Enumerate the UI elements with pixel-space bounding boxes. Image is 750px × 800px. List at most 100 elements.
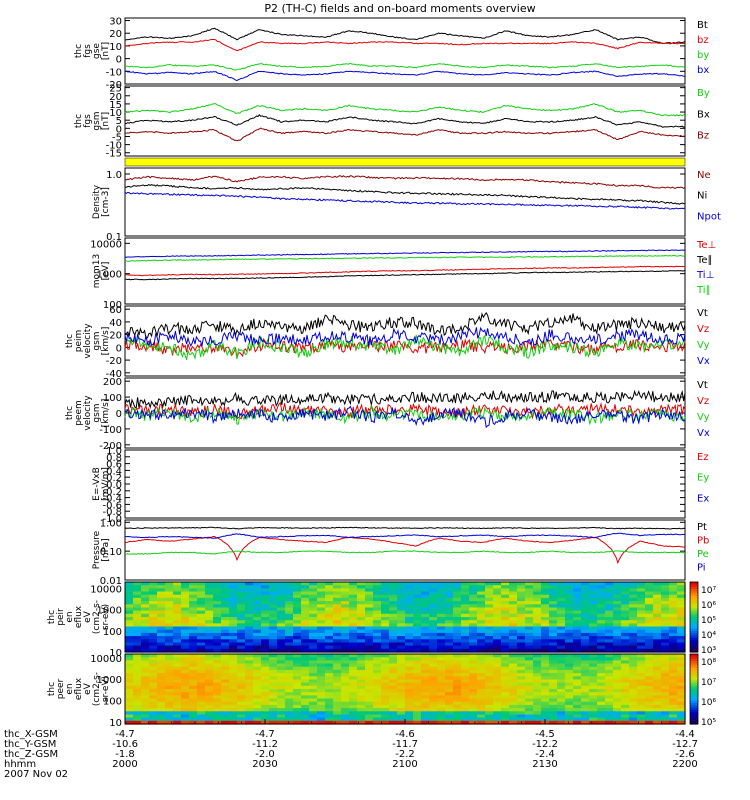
series-bt-line <box>125 28 685 43</box>
colorbar-tick-label: 10⁶ <box>701 601 716 611</box>
y-axis-label: [nT] <box>101 112 111 130</box>
y-tick-label: 20 <box>109 331 122 342</box>
colorbar-tick-label: 10⁷ <box>701 586 716 596</box>
legend-vt: Vt <box>697 308 708 319</box>
y-axis-label: sr-eV) <box>101 676 111 702</box>
legend-npot: Npot <box>697 211 721 222</box>
legend-ey: Ey <box>697 473 709 484</box>
footer-value-hhmm: 2100 <box>392 759 417 770</box>
legend-pb: Pb <box>697 536 709 547</box>
legend-vz: Vz <box>697 396 709 407</box>
y-axis-label: sr-eV) <box>101 604 111 630</box>
y-axis-label: [mV/m] <box>101 467 111 501</box>
y-tick-label: 0 <box>116 55 122 66</box>
y-tick-label: -20 <box>106 356 122 367</box>
y-axis-label: [km/s] <box>101 399 111 428</box>
legend-vx: Vx <box>697 356 710 367</box>
figure-title: P2 (TH-C) fields and on-board moments ov… <box>264 2 535 15</box>
footer-ephemeris: thc_X-GSMthc_Y-GSMthc_Z-GSMhhmm2007 Nov … <box>4 719 698 780</box>
legend-bx: bx <box>697 65 709 76</box>
density-panel: 1.00.1Density [cm-3]NeNiNpot <box>92 168 721 243</box>
series-pt-line <box>125 527 685 529</box>
peim-velocity-panel: 6040200-20-40thc peim velocity gsm [km/s]VtV… <box>65 305 710 380</box>
legend-ni: Ni <box>697 191 707 202</box>
peir-spectrogram-panel: 10000100010010thc peir en eflux eV (cm2-s-sr-… <box>47 582 716 659</box>
peer-spectrogram-panel: 10000100010010thc peer en eflux eV (cm2-s-sr-… <box>47 654 716 729</box>
y-tick-label: -15 <box>106 149 122 160</box>
y-tick-label: 30 <box>109 17 122 28</box>
pressure-panel: 1.000.100.01Pressure [nPa]PtPbPePi <box>92 518 709 587</box>
footer-row-label: 2007 Nov 02 <box>4 769 68 780</box>
colorbar-tick-label: 10⁸ <box>701 658 716 668</box>
legend-ti: Ti⊥ <box>696 270 714 281</box>
series-pi-line <box>125 533 685 538</box>
legend-pe: Pe <box>697 549 709 560</box>
panel-frame <box>125 520 685 580</box>
series-vx-line <box>125 407 685 428</box>
legend-ne: Ne <box>697 170 711 181</box>
y-axis-label: [nPa] <box>101 538 111 561</box>
panel-frame <box>125 86 685 156</box>
colorbar-tick-label: 10⁶ <box>701 698 716 708</box>
y-tick-label: 1.00 <box>100 518 122 529</box>
temperature-panel: 100001000100mom13 [eV]Te⊥Te∥Ti⊥Ti∥ <box>90 238 716 311</box>
legend-vy: Vy <box>697 340 710 351</box>
colorbar-tick-label: 10⁵ <box>701 616 716 626</box>
series-pb-line <box>125 536 685 562</box>
efield-panel: 1.00.80.60.40.20.0-0.2-0.4-0.6-0.8-1.0E=… <box>92 446 709 525</box>
y-axis-label: [nT] <box>101 42 111 60</box>
y-tick-label: 1.0 <box>106 170 122 181</box>
legend-pi: Pi <box>697 563 706 574</box>
y-tick-label: 10 <box>109 718 122 729</box>
footer-value-hhmm: 2030 <box>252 759 277 770</box>
legend-by: by <box>697 50 709 61</box>
legend-vt: Vt <box>697 380 708 391</box>
y-axis-label: [eV] <box>101 262 111 281</box>
legend-ti: Ti∥ <box>696 285 711 296</box>
y-tick-label: 20 <box>109 29 122 40</box>
legend-ez: Ez <box>697 452 709 463</box>
legend-bz: bz <box>697 35 709 46</box>
y-tick-label: 10000 <box>90 654 122 665</box>
series-pe-line <box>125 551 685 555</box>
colorbar-tick-label: 10³ <box>701 646 716 656</box>
legend-vz: Vz <box>697 324 709 335</box>
y-tick-label: 10000 <box>90 584 122 595</box>
spectrogram-cells <box>125 654 686 725</box>
legend-te: Te∥ <box>696 255 713 266</box>
series-by-line <box>125 63 685 70</box>
overview-figure: P2 (TH-C) fields and on-board moments ov… <box>0 0 750 800</box>
fgs-gse-panel: 3020100-10-20thc fgs gse [nT]Btbzbybx <box>74 17 709 91</box>
legend-te: Te⊥ <box>696 240 716 251</box>
y-tick-label: 10 <box>109 42 122 53</box>
footer-value-hhmm: 2200 <box>672 759 697 770</box>
y-axis-label: [km/s] <box>101 327 111 356</box>
legend-ex: Ex <box>697 493 709 504</box>
series-te-line <box>125 270 685 279</box>
spectrogram-cells <box>125 582 686 653</box>
legend-by: By <box>697 88 710 99</box>
series-vt-line <box>125 313 685 339</box>
colorbar-tick-label: 10⁴ <box>701 631 716 641</box>
y-axis-label: [cm-3] <box>101 187 111 217</box>
y-tick-label: 0 <box>116 343 122 354</box>
y-tick-label: 10000 <box>90 239 122 250</box>
y-tick-label: 60 <box>109 305 122 316</box>
panels-group: 3020100-10-20thc fgs gse [nT]Btbzbybx252015… <box>47 17 721 729</box>
colorbar-tick-label: 10⁷ <box>701 678 716 688</box>
legend-pt: Pt <box>697 522 707 533</box>
series-ne-line <box>125 176 685 189</box>
series-npot-line <box>125 192 685 209</box>
data-quality-bar <box>125 158 685 166</box>
series-bx-line <box>125 71 685 81</box>
y-tick-label: 0 <box>116 409 122 420</box>
series-ti-line <box>125 255 685 261</box>
y-tick-label: -10 <box>106 67 122 78</box>
panel-frame <box>125 450 685 518</box>
y-tick-label: 200 <box>103 377 122 388</box>
footer-value-hhmm: 2130 <box>532 759 557 770</box>
colorbar-tick-label: 10⁵ <box>701 718 716 728</box>
series-bz-line <box>125 39 685 50</box>
footer-value-hhmm: 2000 <box>112 759 137 770</box>
legend-vx: Vx <box>697 428 710 439</box>
